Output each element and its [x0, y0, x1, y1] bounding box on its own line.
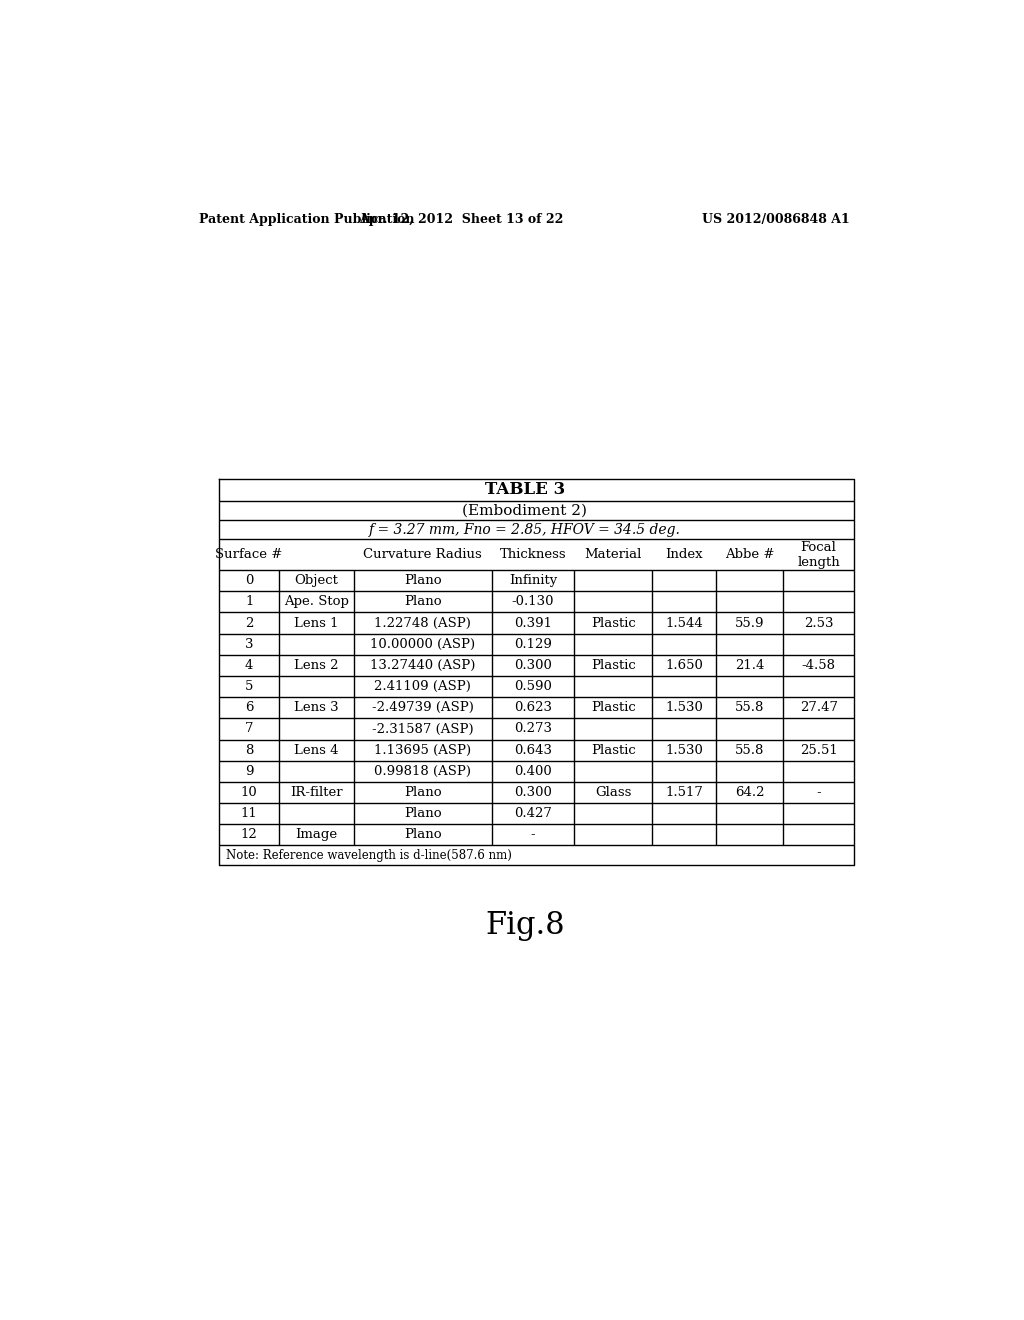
- Text: -2.49739 (ASP): -2.49739 (ASP): [372, 701, 474, 714]
- Text: Infinity: Infinity: [509, 574, 557, 587]
- Text: Apr. 12, 2012  Sheet 13 of 22: Apr. 12, 2012 Sheet 13 of 22: [359, 213, 563, 226]
- Text: 6: 6: [245, 701, 253, 714]
- Text: Plano: Plano: [404, 785, 441, 799]
- Text: 2.41109 (ASP): 2.41109 (ASP): [375, 680, 471, 693]
- Text: 27.47: 27.47: [800, 701, 838, 714]
- Text: 1.544: 1.544: [666, 616, 703, 630]
- Text: Plano: Plano: [404, 829, 441, 841]
- Text: 10.00000 (ASP): 10.00000 (ASP): [371, 638, 475, 651]
- Text: 0.400: 0.400: [514, 764, 552, 777]
- Text: 1: 1: [245, 595, 253, 609]
- Text: 0.300: 0.300: [514, 785, 552, 799]
- Text: Focal
length: Focal length: [798, 541, 840, 569]
- Text: 1.13695 (ASP): 1.13695 (ASP): [374, 743, 471, 756]
- Text: -: -: [816, 785, 821, 799]
- Text: Thickness: Thickness: [500, 548, 566, 561]
- Text: Glass: Glass: [595, 785, 632, 799]
- Text: Plastic: Plastic: [591, 701, 636, 714]
- Text: 11: 11: [241, 808, 257, 820]
- Text: Plastic: Plastic: [591, 743, 636, 756]
- Text: 0.391: 0.391: [514, 616, 552, 630]
- Text: Plano: Plano: [404, 808, 441, 820]
- Text: -: -: [530, 829, 536, 841]
- Text: -2.31587 (ASP): -2.31587 (ASP): [372, 722, 474, 735]
- Text: 10: 10: [241, 785, 257, 799]
- Text: Surface #: Surface #: [215, 548, 283, 561]
- Text: 1.530: 1.530: [666, 743, 703, 756]
- Text: 8: 8: [245, 743, 253, 756]
- Text: 7: 7: [245, 722, 253, 735]
- Text: Plano: Plano: [404, 595, 441, 609]
- Text: Abbe #: Abbe #: [725, 548, 774, 561]
- Text: 12: 12: [241, 829, 257, 841]
- Text: Plano: Plano: [404, 574, 441, 587]
- Text: Lens 3: Lens 3: [294, 701, 339, 714]
- Text: 9: 9: [245, 764, 253, 777]
- Text: Lens 4: Lens 4: [294, 743, 339, 756]
- Text: -4.58: -4.58: [802, 659, 836, 672]
- Text: Ape. Stop: Ape. Stop: [284, 595, 349, 609]
- Text: Note: Reference wavelength is d-line(587.6 nm): Note: Reference wavelength is d-line(587…: [225, 849, 511, 862]
- Text: US 2012/0086848 A1: US 2012/0086848 A1: [702, 213, 850, 226]
- Text: 3: 3: [245, 638, 253, 651]
- Text: 0.129: 0.129: [514, 638, 552, 651]
- Text: 1.530: 1.530: [666, 701, 703, 714]
- Text: -0.130: -0.130: [512, 595, 554, 609]
- Text: 64.2: 64.2: [735, 785, 764, 799]
- Text: Plastic: Plastic: [591, 616, 636, 630]
- Text: 5: 5: [245, 680, 253, 693]
- Text: Lens 2: Lens 2: [294, 659, 339, 672]
- Text: 0.623: 0.623: [514, 701, 552, 714]
- Text: 0.590: 0.590: [514, 680, 552, 693]
- Text: Patent Application Publication: Patent Application Publication: [200, 213, 415, 226]
- Text: 2.53: 2.53: [804, 616, 834, 630]
- Text: 0.273: 0.273: [514, 722, 552, 735]
- Text: 0.300: 0.300: [514, 659, 552, 672]
- Text: f = 3.27 mm, Fno = 2.85, HFOV = 34.5 deg.: f = 3.27 mm, Fno = 2.85, HFOV = 34.5 deg…: [369, 523, 681, 536]
- Text: IR-filter: IR-filter: [290, 785, 343, 799]
- Text: 0.643: 0.643: [514, 743, 552, 756]
- Text: 21.4: 21.4: [735, 659, 764, 672]
- Text: Fig.8: Fig.8: [485, 911, 564, 941]
- Text: 0.427: 0.427: [514, 808, 552, 820]
- Text: 55.8: 55.8: [735, 701, 764, 714]
- Text: (Embodiment 2): (Embodiment 2): [462, 503, 588, 517]
- Text: 55.8: 55.8: [735, 743, 764, 756]
- Text: TABLE 3: TABLE 3: [484, 480, 565, 498]
- Text: 1.22748 (ASP): 1.22748 (ASP): [375, 616, 471, 630]
- Text: 1.650: 1.650: [666, 659, 703, 672]
- Text: Lens 1: Lens 1: [294, 616, 339, 630]
- Text: 0.99818 (ASP): 0.99818 (ASP): [375, 764, 471, 777]
- Text: Curvature Radius: Curvature Radius: [364, 548, 482, 561]
- Text: Index: Index: [666, 548, 703, 561]
- Text: 2: 2: [245, 616, 253, 630]
- Text: Object: Object: [295, 574, 338, 587]
- Text: Image: Image: [295, 829, 338, 841]
- Text: 55.9: 55.9: [735, 616, 764, 630]
- Text: 0: 0: [245, 574, 253, 587]
- Text: 13.27440 (ASP): 13.27440 (ASP): [370, 659, 475, 672]
- Text: 25.51: 25.51: [800, 743, 838, 756]
- Text: 4: 4: [245, 659, 253, 672]
- Text: 1.517: 1.517: [666, 785, 703, 799]
- Text: Plastic: Plastic: [591, 659, 636, 672]
- Text: Material: Material: [585, 548, 642, 561]
